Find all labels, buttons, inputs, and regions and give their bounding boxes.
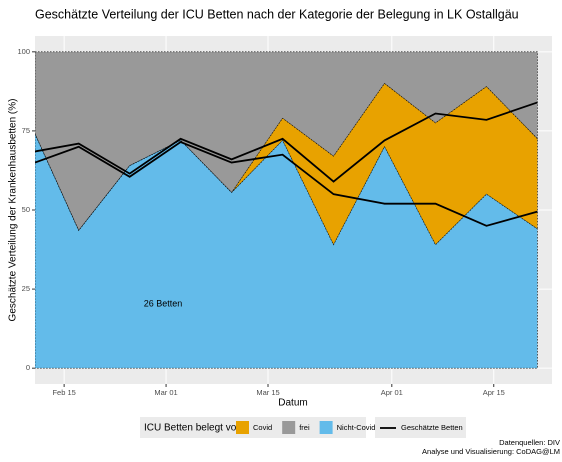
area (35, 83, 538, 246)
estimate-line (35, 140, 538, 227)
y-tick-label: 100 (17, 47, 30, 56)
plot (35, 51, 538, 369)
legend-label: Covid (253, 423, 272, 432)
x-axis-title: Datum (278, 398, 307, 409)
x-tick-label: Feb 15 (52, 388, 75, 397)
y-tick-label: 75 (22, 126, 30, 135)
y-tick-label: 50 (22, 205, 30, 214)
x-tick-label: Mar 15 (256, 388, 279, 397)
y-axis-title: Geschätzte Verteilung der Krankenhausbet… (8, 99, 19, 322)
y-tick-label: 0 (26, 363, 30, 372)
y-tick-label: 25 (22, 284, 30, 293)
legend-label: frei (299, 423, 310, 432)
chart-title: Geschätzte Verteilung der ICU Betten nac… (35, 7, 519, 21)
x-tick-label: Mar 01 (154, 388, 177, 397)
legend-box (140, 417, 366, 438)
source: Datenquellen: DIV (499, 438, 560, 447)
legend-title: ICU Betten belegt von: (144, 423, 245, 434)
legend-box (375, 417, 466, 438)
legend-swatch (282, 421, 296, 434)
estimate-line (35, 101, 538, 183)
x-tick-label: Apr 01 (381, 388, 403, 397)
annotation: 26 Betten (144, 298, 183, 308)
legend-swatch (319, 421, 333, 434)
legend-swatch (236, 421, 249, 434)
source: Analyse und Visualisierung: CoDAG@LM (422, 447, 560, 456)
area (35, 51, 538, 232)
legend-label: Geschätzte Betten (401, 423, 463, 432)
legend-label: Nicht-Covid (337, 423, 376, 432)
x-tick-label: Apr 15 (483, 388, 505, 397)
area (35, 133, 538, 369)
